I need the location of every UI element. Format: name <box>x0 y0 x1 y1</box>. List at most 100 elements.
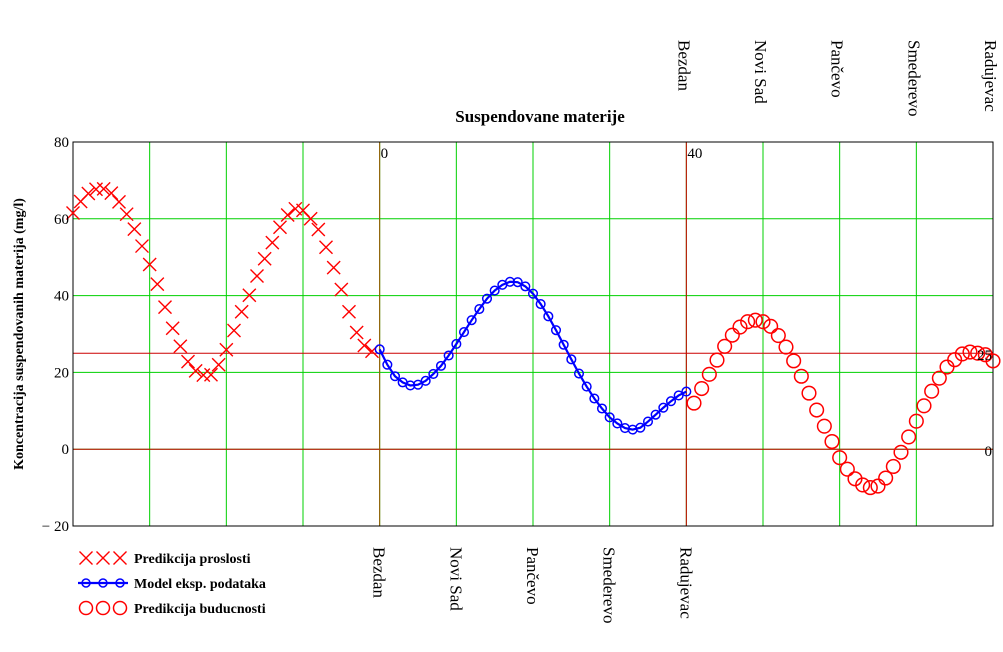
data-point <box>658 402 669 413</box>
data-point <box>816 418 832 434</box>
data-point <box>250 269 264 284</box>
data-point <box>770 327 786 344</box>
chart-title: Suspendovane materije <box>455 107 625 126</box>
data-point <box>612 418 623 429</box>
data-point <box>443 350 454 361</box>
series-x <box>66 181 379 383</box>
station-label-top: Radujevac <box>981 40 1000 112</box>
data-point <box>954 346 970 362</box>
data-point <box>878 470 894 486</box>
data-point <box>824 433 840 450</box>
data-point <box>550 325 562 336</box>
data-point <box>916 398 932 414</box>
data-point <box>809 402 825 418</box>
data-point <box>96 181 111 196</box>
series-line <box>378 280 687 431</box>
data-point <box>832 450 848 466</box>
data-point <box>474 303 485 315</box>
station-labels: Bezdan Novi Sad Pančevo Smederevo Radujevac B… <box>370 40 1000 623</box>
legend-marker <box>78 600 94 616</box>
station-label-top: Novi Sad <box>751 40 770 104</box>
inner-annotation: 0 <box>985 444 993 460</box>
data-point <box>188 363 203 378</box>
data-point <box>893 444 909 460</box>
data-point <box>573 368 585 379</box>
legend-marker <box>113 551 127 565</box>
data-point <box>466 315 477 326</box>
legend-label: Predikcija proslosti <box>134 552 251 567</box>
data-point <box>535 298 546 310</box>
data-point <box>265 235 280 250</box>
legend-item: Model eksp. podataka <box>78 577 266 592</box>
data-point <box>412 379 424 390</box>
data-point <box>709 352 725 368</box>
data-point <box>374 344 385 355</box>
data-point <box>755 314 771 330</box>
data-point <box>458 327 470 338</box>
station-label-bottom: Smederevo <box>600 547 619 623</box>
series-layer <box>66 181 1001 496</box>
data-point <box>181 354 195 369</box>
plot-frame <box>72 141 994 527</box>
inner-annotations: 0 40 25 0 <box>381 146 992 460</box>
data-point <box>681 386 692 397</box>
inner-annotation: 0 <box>381 146 389 162</box>
series-circle <box>686 312 1001 496</box>
legend: Predikcija proslosti Model eksp. podataka… <box>78 551 266 617</box>
series-o <box>374 276 692 435</box>
data-point <box>747 312 763 328</box>
data-point <box>701 366 717 382</box>
data-point <box>520 281 531 292</box>
data-point <box>581 381 592 392</box>
data-point <box>778 339 794 355</box>
data-point <box>150 277 165 292</box>
data-point <box>326 260 341 275</box>
station-label-top: Smederevo <box>904 40 923 116</box>
data-point <box>908 413 924 429</box>
station-label-bottom: Radujevac <box>676 547 695 619</box>
data-point <box>334 282 349 297</box>
data-point <box>512 277 523 288</box>
data-point <box>173 339 188 354</box>
data-point <box>870 478 886 494</box>
legend-label: Predikcija buducnosti <box>134 602 266 617</box>
data-point <box>985 353 1001 369</box>
data-point <box>596 403 608 414</box>
data-point <box>196 368 211 383</box>
data-point <box>112 194 126 209</box>
data-point <box>566 354 577 365</box>
data-point <box>839 461 855 477</box>
data-point <box>732 319 748 335</box>
data-point <box>604 412 615 423</box>
data-point <box>489 285 500 296</box>
data-point <box>389 371 401 382</box>
station-label-top: Pančevo <box>828 40 847 98</box>
data-point <box>740 314 756 330</box>
y-tick-label: 60 <box>54 212 69 228</box>
y-axis-label: Koncentracija suspendovanih materija (mg… <box>12 198 27 470</box>
data-point <box>793 368 809 384</box>
legend-label: Model eksp. podataka <box>134 577 266 592</box>
data-point <box>931 370 947 386</box>
y-tick-label: 0 <box>62 442 70 458</box>
y-tick-label: 20 <box>54 365 69 381</box>
data-point <box>257 251 272 266</box>
data-point <box>219 342 234 357</box>
data-point <box>227 323 241 338</box>
data-point <box>589 393 600 404</box>
data-point <box>962 344 978 360</box>
legend-marker <box>95 600 111 616</box>
data-point <box>357 338 372 353</box>
data-point <box>924 383 940 399</box>
data-point <box>405 380 416 391</box>
data-point <box>104 186 119 201</box>
data-point <box>81 186 96 201</box>
data-point <box>855 477 871 493</box>
data-point <box>724 327 740 343</box>
data-point <box>481 293 493 304</box>
data-point <box>650 409 661 420</box>
data-point <box>939 359 955 375</box>
legend-item: Predikcija buducnosti <box>78 600 266 617</box>
data-point <box>165 321 180 336</box>
